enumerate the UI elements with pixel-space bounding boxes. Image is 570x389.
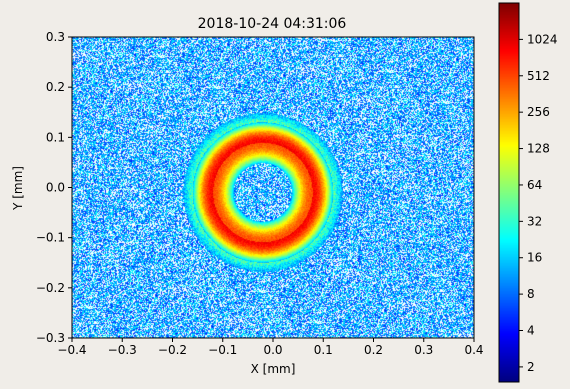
colorbar-tick-label: 32 xyxy=(527,214,542,228)
colorbar-tick-label: 4 xyxy=(527,324,535,338)
colorbar xyxy=(499,3,519,382)
chart-title: 2018-10-24 04:31:06 xyxy=(198,16,347,32)
x-axis-label: X [mm] xyxy=(251,362,296,376)
x-tick-label: −0.4 xyxy=(57,343,86,357)
x-tick-label: 0.2 xyxy=(364,343,383,357)
colorbar-frame xyxy=(498,2,520,383)
colorbar-tick-label: 8 xyxy=(527,287,535,301)
heatmap-image xyxy=(72,37,474,338)
y-tick-label: 0.3 xyxy=(46,30,65,44)
colorbar-axis: 2 4 8 16 32 64 128 256 512 1024 xyxy=(519,32,558,374)
x-tick-label: 0.4 xyxy=(464,343,483,357)
y-tick-label: 0.2 xyxy=(46,80,65,94)
x-tick-label: 0.3 xyxy=(414,343,433,357)
y-tick-label: −0.2 xyxy=(36,281,65,295)
y-tick-label: −0.1 xyxy=(36,231,65,245)
y-tick-label: 0.1 xyxy=(46,130,65,144)
x-axis: −0.4 −0.3 −0.2 −0.1 0.0 0.1 0.2 0.3 0.4 xyxy=(57,338,484,357)
colorbar-tick-label: 1024 xyxy=(527,32,558,46)
colorbar-tick-label: 256 xyxy=(527,105,550,119)
x-tick-label: −0.1 xyxy=(208,343,237,357)
x-tick-label: 0.1 xyxy=(314,343,333,357)
x-tick-label: −0.3 xyxy=(108,343,137,357)
y-tick-label: −0.3 xyxy=(36,331,65,345)
y-axis: −0.3 −0.2 −0.1 0.0 0.1 0.2 0.3 xyxy=(36,30,72,345)
x-tick-label: 0.0 xyxy=(263,343,282,357)
colorbar-tick-label: 512 xyxy=(527,69,550,83)
y-tick-label: 0.0 xyxy=(46,181,65,195)
colorbar-tick-label: 128 xyxy=(527,142,550,156)
x-tick-label: −0.2 xyxy=(158,343,187,357)
colorbar-tick-label: 2 xyxy=(527,360,535,374)
colorbar-tick-label: 16 xyxy=(527,251,542,265)
colorbar-tick-label: 64 xyxy=(527,178,542,192)
y-axis-label: Y [mm] xyxy=(11,166,25,211)
